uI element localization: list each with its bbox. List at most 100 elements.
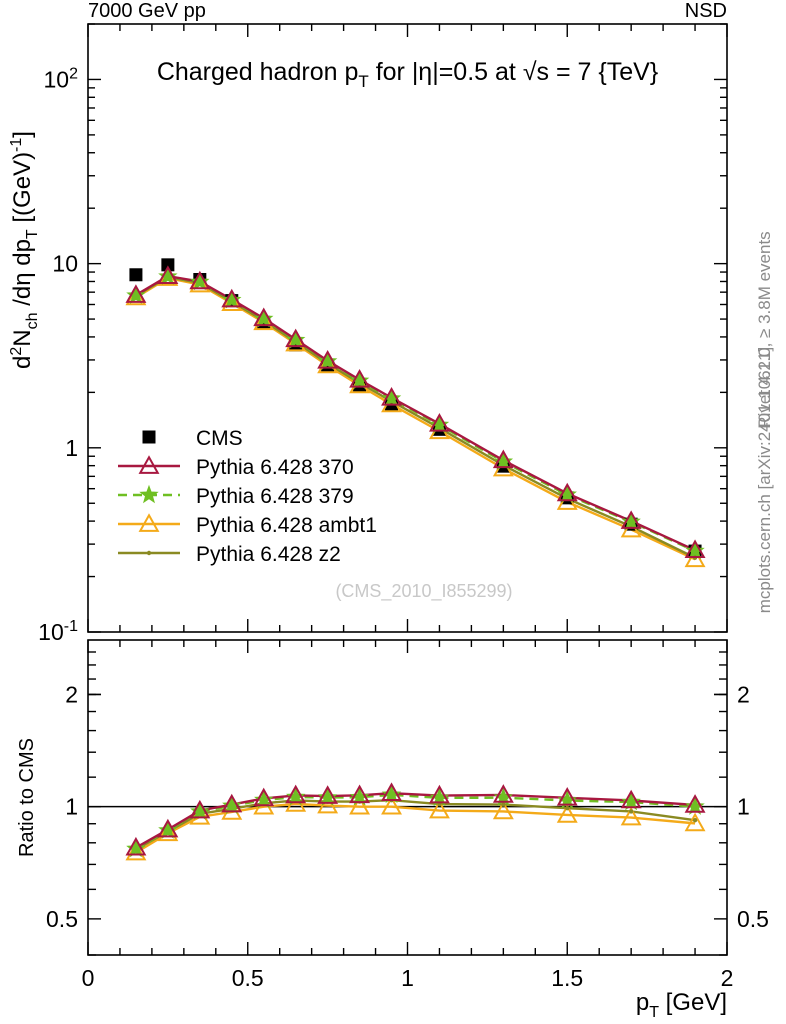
ratio-y-tick-label-right: 1 xyxy=(737,794,750,820)
marker-triangle xyxy=(428,784,450,804)
marker-triangle xyxy=(428,413,450,432)
marker-triangle xyxy=(253,307,275,327)
x-tick-label: 1 xyxy=(401,965,414,991)
marker-star xyxy=(285,786,306,806)
yl-close: ] xyxy=(9,131,36,138)
marker-star xyxy=(621,511,641,531)
marker-triangle xyxy=(317,785,339,804)
marker-triangle xyxy=(428,799,450,819)
main-x-ticks-top xyxy=(87,24,728,37)
marker-dot xyxy=(692,817,698,823)
marker-square xyxy=(142,430,156,444)
main-x-ticks-bottom xyxy=(87,619,728,632)
marker-triangle xyxy=(381,386,402,406)
legend-item[interactable]: Pythia 6.428 z2 xyxy=(118,543,341,566)
marker-star xyxy=(381,388,402,407)
marker-star xyxy=(222,795,242,815)
marker-triangle xyxy=(684,539,706,559)
marker-triangle xyxy=(556,804,578,823)
legend-item[interactable]: Pythia 6.428 370 xyxy=(118,455,354,479)
marker-triangle xyxy=(285,784,307,804)
marker-star xyxy=(317,787,338,806)
yl-subT: T xyxy=(24,229,41,239)
title-sub: T xyxy=(358,72,368,91)
legend: CMS Pythia 6.428 370 Pythia 6.428 379 Pythi… xyxy=(118,427,377,566)
marker-triangle xyxy=(157,265,179,284)
analysis-watermark: (CMS_2010_I855299) xyxy=(335,581,512,602)
marker-star xyxy=(557,484,577,504)
marker-dot xyxy=(501,802,506,807)
marker-triangle xyxy=(492,800,514,820)
marker-star xyxy=(493,451,514,471)
marker-star xyxy=(317,351,338,370)
marker-star xyxy=(429,414,450,434)
marker-triangle xyxy=(157,818,179,838)
marker-triangle xyxy=(492,449,514,469)
header-left-label: 7000 GeV pp xyxy=(88,0,206,22)
legend-label: Pythia 6.428 370 xyxy=(196,456,354,479)
xl-post: [GeV] xyxy=(659,989,727,1016)
marker-triangle xyxy=(221,292,243,311)
marker-triangle xyxy=(620,789,642,809)
marker-star xyxy=(139,484,159,504)
marker-star xyxy=(254,308,274,328)
series-markers-cms xyxy=(129,258,702,558)
marker-triangle xyxy=(253,311,275,331)
series-markers xyxy=(126,266,705,560)
marker-star xyxy=(158,266,178,285)
x-tick-label: 1.5 xyxy=(551,965,583,991)
ratio-y-axis-label: Ratio to CMS xyxy=(16,738,38,857)
title-pre: Charged hadron p xyxy=(157,58,359,86)
marker-triangle xyxy=(381,795,402,815)
ratio-y-tick-label: 0.5 xyxy=(46,906,78,932)
marker-triangle xyxy=(684,812,706,832)
ratio-y-tick-label-right: 2 xyxy=(737,681,750,707)
legend-label: Pythia 6.428 379 xyxy=(196,485,354,508)
side-label-mcplots: mcplots.cern.ch [arXiv:2401.10621] xyxy=(755,347,774,613)
main-series-group xyxy=(125,258,706,568)
marker-triangle xyxy=(221,288,243,308)
marker-star xyxy=(381,784,402,804)
legend-label: Pythia 6.428 z2 xyxy=(196,543,341,566)
x-tick-label: 2 xyxy=(721,965,734,991)
exp: 2 xyxy=(69,65,78,82)
ratio-series-markers xyxy=(126,784,705,858)
legend-item[interactable]: Pythia 6.428 379 xyxy=(118,484,354,508)
marker-star xyxy=(222,290,242,309)
marker-star xyxy=(621,791,641,811)
plot-title: Charged hadron pT for |η|=0.5 at √s = 7 … xyxy=(157,58,658,91)
marker-triangle xyxy=(189,273,211,293)
ratio-series-markers xyxy=(125,782,706,856)
yl-supm1: -1 xyxy=(8,138,25,152)
legend-label: Pythia 6.428 ambt1 xyxy=(196,514,377,537)
x-axis-label: pT [GeV] xyxy=(636,989,727,1021)
y-tick-label: 1 xyxy=(65,435,78,461)
marker-triangle xyxy=(317,349,339,369)
y-tick-label: 10 xyxy=(52,251,78,277)
marker-triangle xyxy=(253,787,275,807)
ratio-x-ticks-bottom: 0 0.5 1 1.5 2 xyxy=(82,942,734,991)
marker-star xyxy=(349,787,370,806)
marker-star xyxy=(158,820,178,839)
yl-N: N xyxy=(9,329,36,346)
marker-triangle xyxy=(349,795,371,815)
marker-triangle xyxy=(285,328,307,348)
legend-item[interactable]: Pythia 6.428 ambt1 xyxy=(118,513,377,537)
marker-triangle xyxy=(138,455,160,474)
header-right-label: NSD xyxy=(685,0,727,22)
marker-triangle xyxy=(189,799,211,819)
series-line xyxy=(135,274,696,552)
marker-star xyxy=(685,796,705,815)
ratio-series-group xyxy=(88,782,727,861)
marker-dot xyxy=(146,550,152,556)
ratio-y-tick-label: 1 xyxy=(65,794,78,820)
marker-triangle xyxy=(620,510,642,529)
legend-item[interactable]: CMS xyxy=(142,427,243,450)
series-markers xyxy=(125,265,706,559)
marker-triangle xyxy=(125,836,147,856)
marker-triangle xyxy=(492,784,514,803)
base: 10 xyxy=(38,619,64,645)
